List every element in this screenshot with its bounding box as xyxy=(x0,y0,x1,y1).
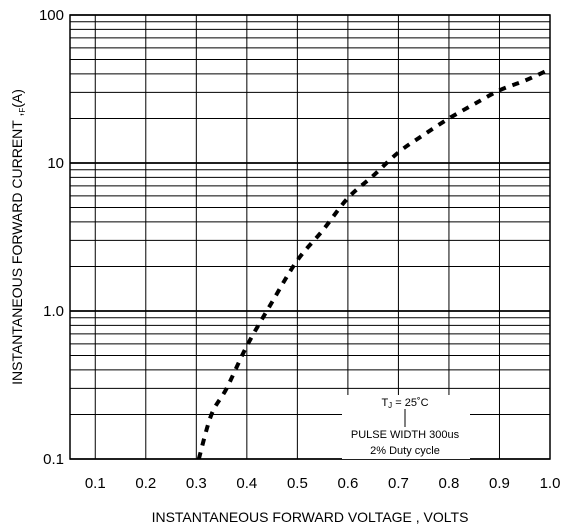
forward-current-curve xyxy=(196,67,551,460)
x-tick-labels: 0.1 0.2 0.3 0.4 0.5 0.6 0.7 0.8 0.9 1.0 xyxy=(85,475,561,492)
x-axis-label: INSTANTANEOUS FORWARD VOLTAGE , VOLTS xyxy=(152,509,469,525)
x-tick-label: 0.1 xyxy=(85,475,106,492)
y-tick-label: 100 xyxy=(39,7,64,24)
y-tick-labels: 0.1 1.0 10 100 xyxy=(39,7,64,468)
x-tick-label: 0.9 xyxy=(489,475,510,492)
y-tick-label: 0.1 xyxy=(43,451,64,468)
grid xyxy=(70,14,551,460)
x-tick-label: 0.4 xyxy=(236,475,257,492)
x-tick-label: 0.7 xyxy=(388,475,409,492)
x-tick-label: 0.8 xyxy=(439,475,460,492)
x-tick-label: 1.0 xyxy=(540,475,561,492)
x-tick-label: 0.2 xyxy=(135,475,156,492)
x-tick-label: 0.5 xyxy=(287,475,308,492)
annotation-pulse-width: PULSE WIDTH 300us xyxy=(351,429,460,441)
x-tick-label: 0.3 xyxy=(186,475,207,492)
y-tick-label: 10 xyxy=(47,155,64,172)
annotation-background xyxy=(342,395,470,459)
annotation-duty-cycle: 2% Duty cycle xyxy=(370,445,440,457)
plot-frame xyxy=(69,14,551,460)
y-tick-label: 1.0 xyxy=(43,303,64,320)
y-axis-label: INSTANTANEOUS FORWARD CURRENT ,F(A) xyxy=(9,89,27,385)
x-tick-label: 0.6 xyxy=(337,475,358,492)
annotation-junction-temp: TJ = 25˚C xyxy=(381,397,428,410)
